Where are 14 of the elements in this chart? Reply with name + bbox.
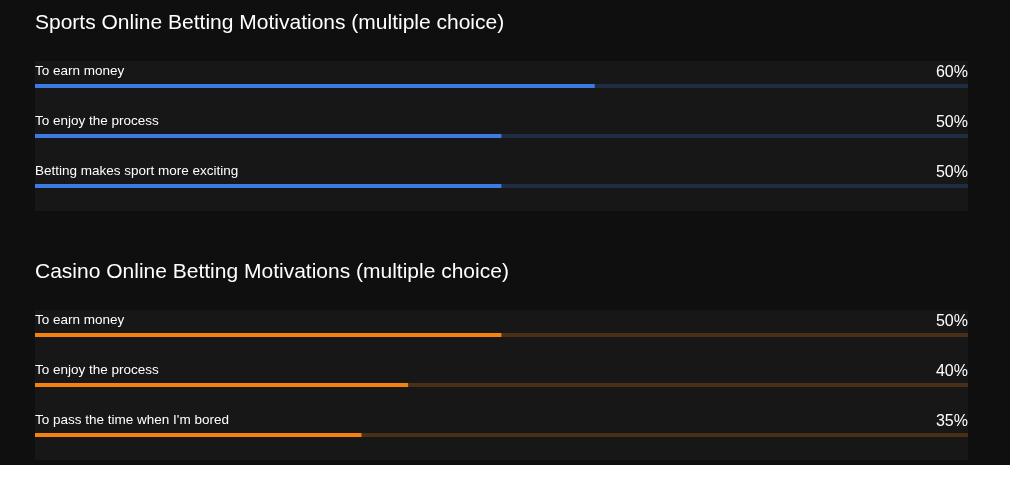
data-label: 35% bbox=[935, 412, 968, 429]
y-tick-label: To enjoy the process bbox=[35, 113, 160, 128]
data-label: 40% bbox=[935, 362, 968, 379]
chart-title: Casino Online Betting Motivations (multiple choice) bbox=[35, 259, 509, 282]
data-label: 50% bbox=[935, 163, 968, 180]
chart-title: Sports Online Betting Motivations (multiple choice) bbox=[35, 10, 505, 33]
y-tick-label: Betting makes sport more exciting bbox=[35, 163, 239, 178]
y-tick-label: To earn money bbox=[35, 312, 125, 327]
y-tick-label: To earn money bbox=[35, 63, 125, 78]
data-label: 60% bbox=[935, 63, 968, 80]
y-tick-label: To pass the time when I'm bored bbox=[35, 412, 229, 427]
y-tick-label: To enjoy the process bbox=[35, 362, 160, 377]
data-label: 50% bbox=[935, 312, 968, 329]
data-label: 50% bbox=[935, 113, 968, 130]
